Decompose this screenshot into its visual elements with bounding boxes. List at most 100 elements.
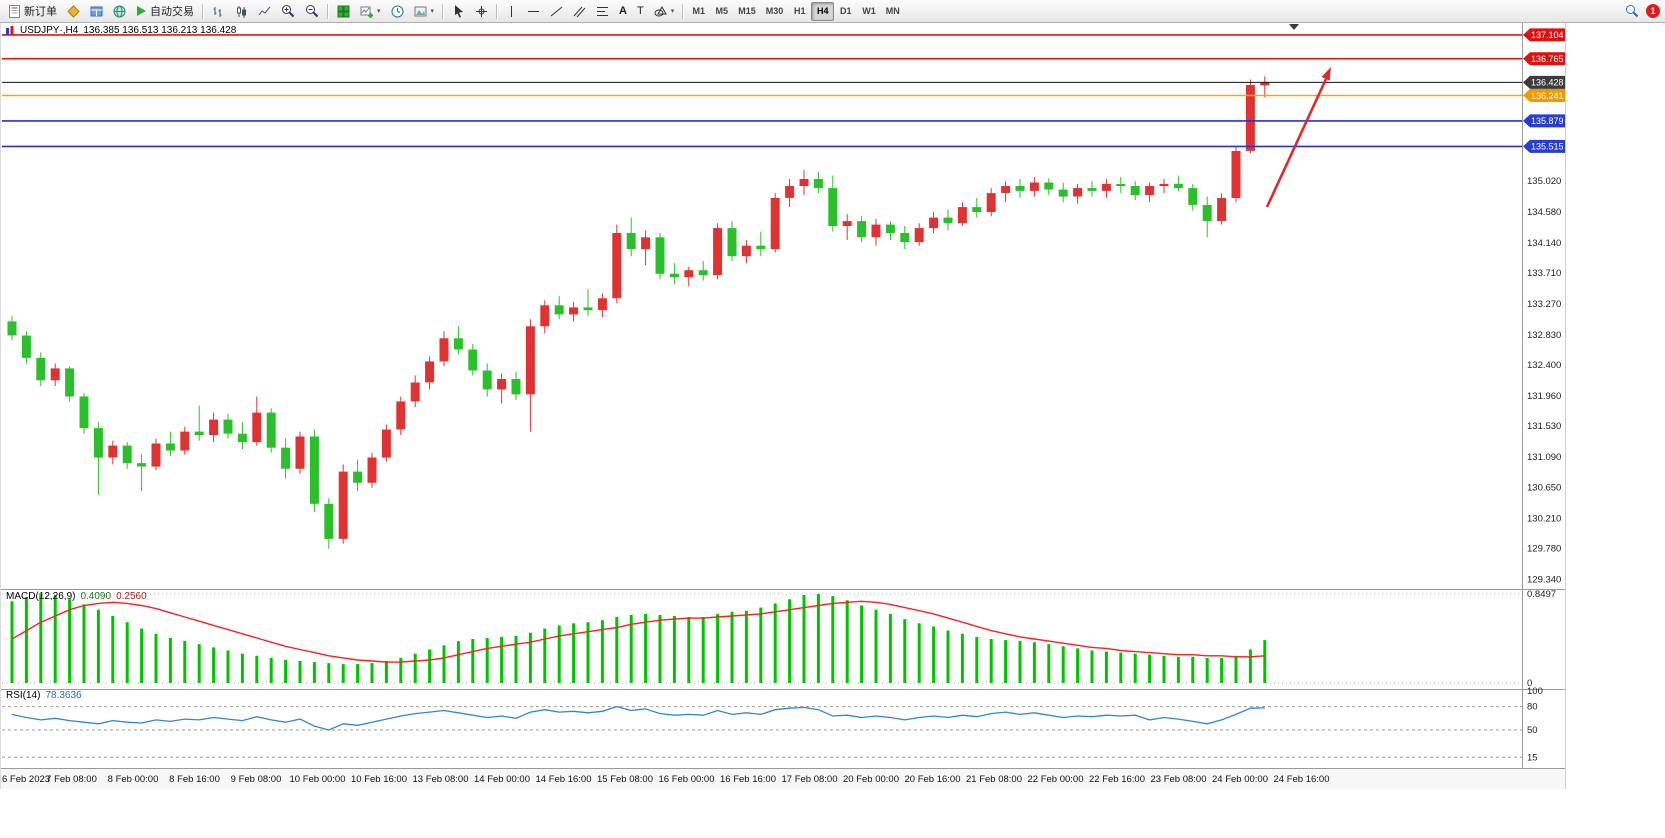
candle-body: [1145, 186, 1155, 196]
macd-bar: [586, 622, 590, 683]
candle-body: [1044, 182, 1054, 190]
timeframe-m5-button[interactable]: M5: [710, 2, 733, 21]
candle-body: [180, 431, 190, 451]
trendline-tool-button[interactable]: [545, 2, 568, 21]
candle-body: [741, 245, 751, 257]
macd-bar: [68, 599, 72, 683]
notification-badge[interactable]: 1: [1646, 4, 1660, 18]
candle-body: [381, 429, 391, 458]
community-button[interactable]: [108, 2, 131, 21]
macd-bar: [960, 633, 964, 683]
macd-bar: [226, 650, 230, 683]
macd-bar: [744, 610, 748, 683]
search-button[interactable]: [1620, 2, 1644, 21]
rsi-value: 78.3636: [45, 690, 82, 701]
timeframe-h1-button[interactable]: H1: [788, 2, 811, 21]
timeframe-d1-button[interactable]: D1: [834, 2, 857, 21]
new-order-button[interactable]: 新订单: [3, 2, 62, 21]
date-label: 14 Feb 00:00: [474, 774, 530, 785]
price-tick-label: 132.400: [1527, 360, 1561, 371]
macd-bar: [528, 632, 532, 683]
zoom-in-button[interactable]: [276, 2, 300, 21]
price-tick-label: 135.020: [1527, 176, 1561, 187]
macd-bar: [399, 657, 403, 683]
macd-bar: [1032, 642, 1036, 683]
macd-bar: [1133, 653, 1137, 683]
candle-body: [857, 221, 867, 238]
timeframe-h4-button[interactable]: H4: [811, 1, 835, 21]
candle-body: [885, 224, 895, 233]
channel-tool-button[interactable]: [568, 2, 591, 21]
label-tool-button[interactable]: T: [632, 2, 649, 21]
candle-body: [943, 217, 953, 224]
macd-bar: [471, 639, 475, 683]
timeframe-mn-button[interactable]: MN: [881, 2, 905, 21]
macd-bar: [82, 604, 86, 683]
label-tool-icon: T: [636, 5, 644, 17]
dropdown-arrow-icon: ▾: [430, 8, 435, 15]
macd-main-value: 0.4090: [80, 591, 112, 602]
candle-body: [223, 419, 233, 434]
price-line-badge: [1523, 139, 1565, 153]
cursor-icon: [455, 5, 464, 18]
metaeditor-button[interactable]: [62, 2, 85, 21]
candlestick-series: [7, 76, 1270, 549]
date-label: 24 Feb 16:00: [1274, 774, 1330, 785]
price-tick-label: 134.580: [1527, 207, 1561, 218]
price-tick-label: 130.650: [1527, 483, 1561, 494]
macd-bar: [212, 647, 216, 683]
timeframe-m1-button[interactable]: M1: [687, 2, 710, 21]
clock-icon: [391, 5, 404, 17]
candle-body: [237, 433, 247, 443]
new-chart-button[interactable]: ▾: [355, 2, 386, 21]
candle-body: [1202, 205, 1212, 222]
date-label: 21 Feb 08:00: [966, 774, 1022, 785]
macd-bar: [442, 645, 446, 683]
shapes-tool-button[interactable]: ▾: [649, 2, 680, 21]
timeframe-m30-button[interactable]: M30: [761, 2, 789, 21]
bar-chart-button[interactable]: [207, 2, 230, 21]
candle-body: [871, 224, 881, 238]
date-label: 10 Feb 00:00: [290, 774, 346, 785]
macd-bar: [672, 616, 676, 683]
date-label: 8 Feb 00:00: [108, 774, 159, 785]
date-label: 16 Feb 00:00: [659, 774, 715, 785]
candlestick-chart-button[interactable]: [230, 2, 253, 21]
macd-bar: [413, 653, 417, 683]
price-line-badge-text: 135.879: [1531, 116, 1564, 126]
time-axis-strip: [0, 769, 1566, 789]
horizontal-line-tool-button[interactable]: [522, 2, 545, 21]
macd-bar: [168, 638, 172, 683]
macd-bar: [269, 657, 273, 683]
chart-shift-marker[interactable]: [1289, 24, 1299, 30]
candle-body: [612, 233, 622, 299]
macd-signal-value: 0.2560: [116, 591, 147, 602]
tile-windows-button[interactable]: [332, 2, 355, 21]
fibonacci-tool-button[interactable]: [591, 2, 614, 21]
timeframe-w1-button[interactable]: W1: [857, 2, 881, 21]
line-chart-button[interactable]: [253, 2, 276, 21]
candle-body: [1231, 151, 1241, 198]
templates-button[interactable]: ▾: [409, 2, 440, 21]
candle-body: [79, 396, 89, 429]
text-tool-button[interactable]: A: [614, 2, 632, 21]
price-tick-label: 129.780: [1527, 544, 1561, 555]
macd-bar: [428, 649, 432, 683]
candle-body: [137, 463, 147, 467]
candle-body: [626, 233, 636, 250]
timeframe-m15-button[interactable]: M15: [733, 2, 761, 21]
macd-bar: [327, 663, 331, 683]
crosshair-button[interactable]: [470, 2, 493, 21]
zoom-out-button[interactable]: [300, 2, 324, 21]
macd-bar: [730, 611, 734, 683]
trend-arrow-line[interactable]: [1265, 78, 1328, 208]
cursor-button[interactable]: [447, 2, 470, 21]
price-tick-label: 132.830: [1527, 330, 1561, 341]
period-clock-button[interactable]: [386, 2, 409, 21]
auto-trading-button[interactable]: 自动交易: [131, 2, 199, 21]
data-window-button[interactable]: [85, 2, 108, 21]
vertical-line-tool-button[interactable]: [501, 2, 522, 21]
macd-bar: [975, 636, 979, 683]
zoom-in-icon: [282, 5, 295, 18]
